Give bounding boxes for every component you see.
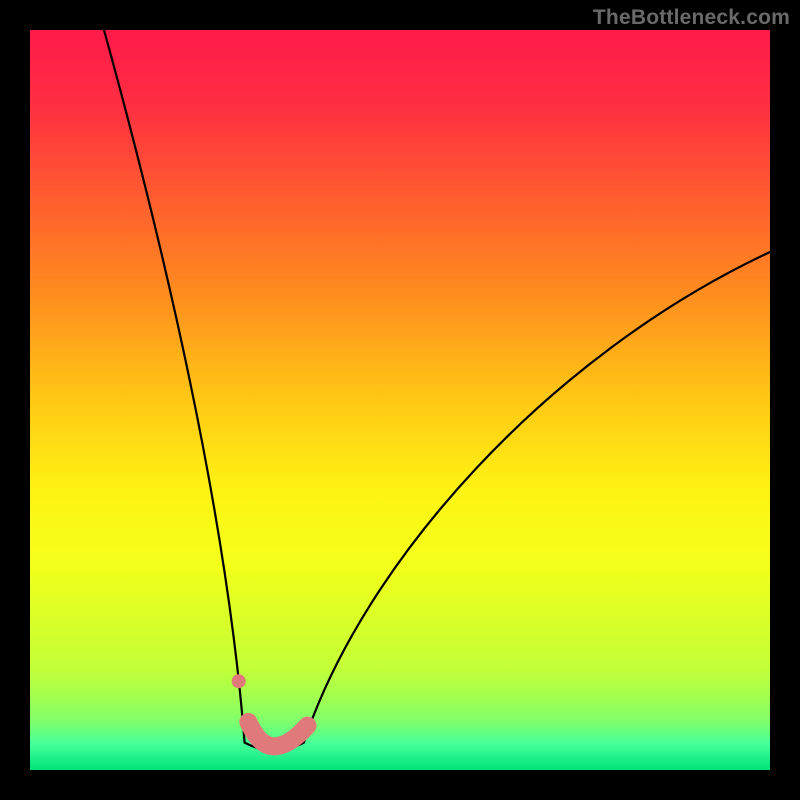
chart-stage: TheBottleneck.com: [0, 0, 800, 800]
highlight-dot: [232, 674, 246, 688]
bottleneck-chart: [0, 0, 800, 800]
watermark-text: TheBottleneck.com: [593, 6, 790, 30]
plot-background: [30, 30, 770, 770]
